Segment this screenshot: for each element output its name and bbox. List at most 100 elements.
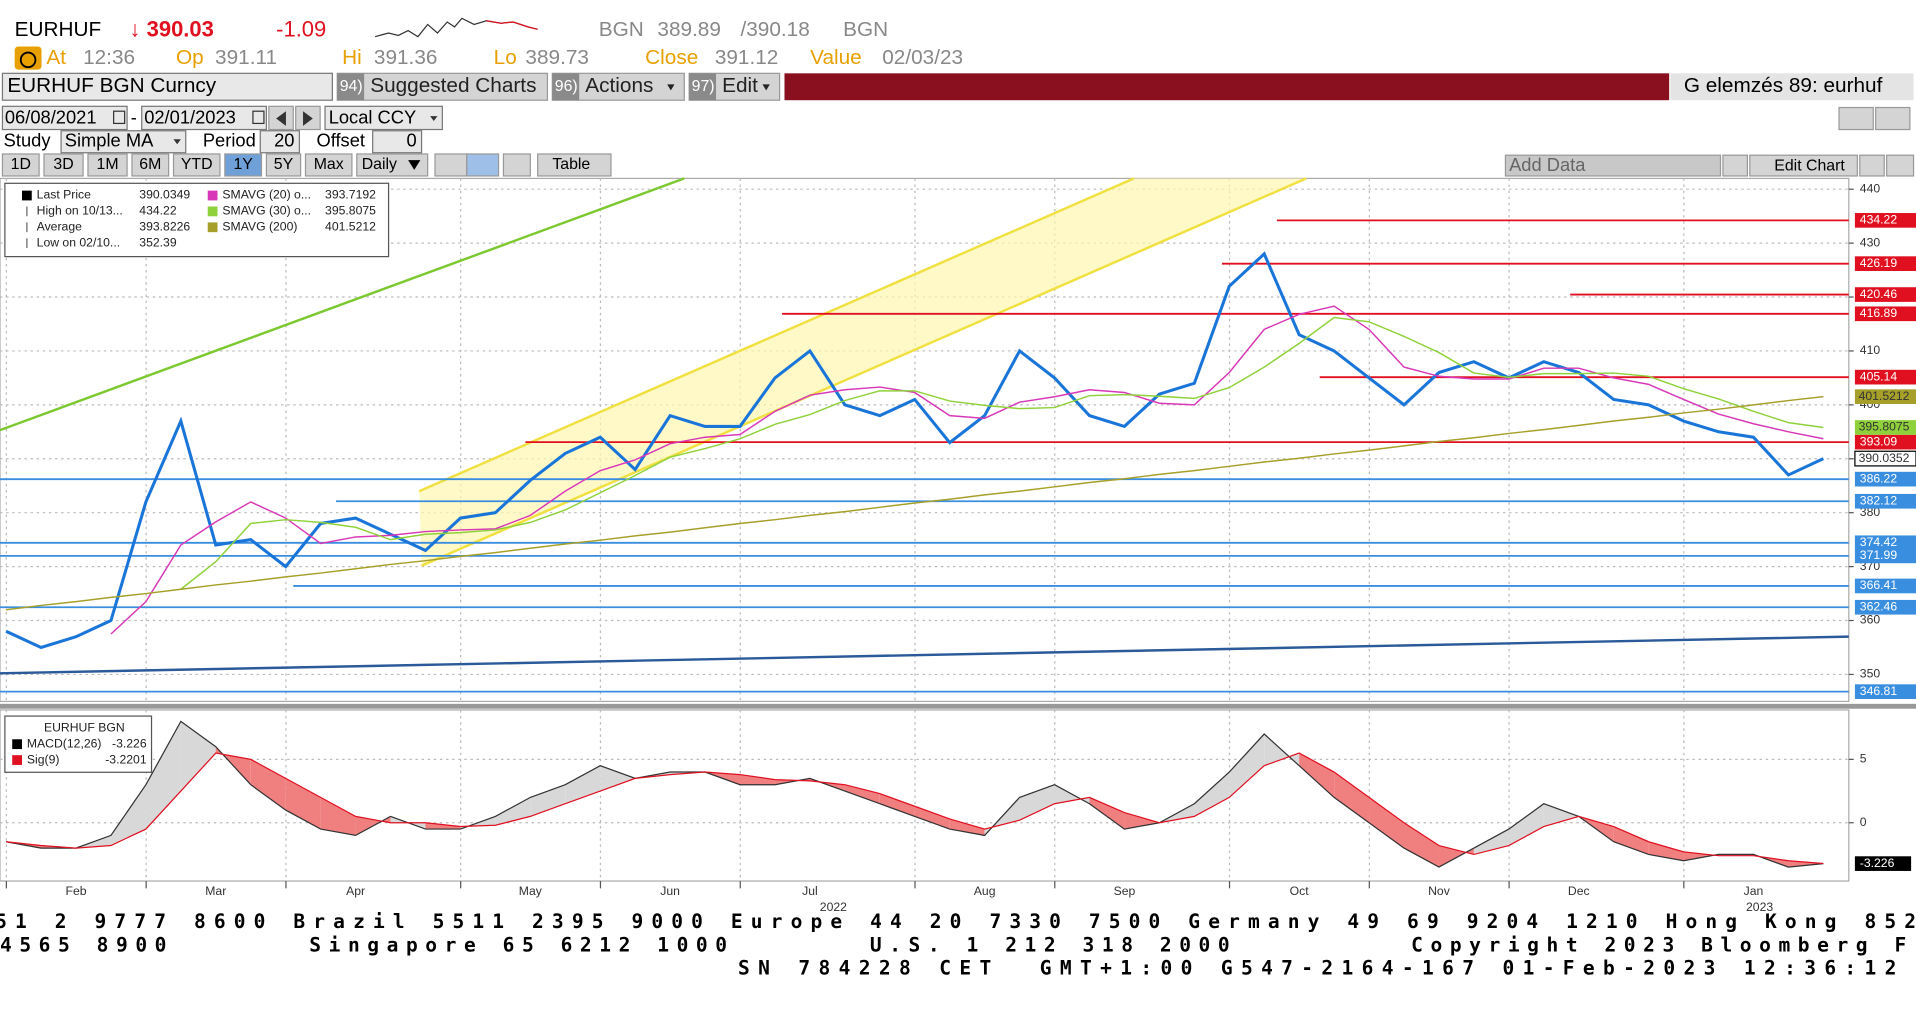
y-tick-label: 0 xyxy=(1860,815,1867,829)
quote-value: 12:36 xyxy=(83,46,135,69)
x-tick-label: Aug xyxy=(974,884,996,898)
period-button[interactable] xyxy=(304,153,353,177)
period-box[interactable] xyxy=(259,130,300,154)
x-tick-label: Mar xyxy=(205,884,226,898)
x-tick-label: Oct xyxy=(1290,884,1310,898)
macd-fill xyxy=(425,822,461,830)
security-box[interactable] xyxy=(1,72,333,101)
macd-legend xyxy=(4,715,153,773)
legend-label: Last Price xyxy=(37,188,91,202)
period-button[interactable] xyxy=(265,153,302,177)
macd-fill xyxy=(1299,753,1335,798)
settings-icon[interactable] xyxy=(1859,154,1885,177)
macd-fill xyxy=(1334,772,1370,823)
bar-icon[interactable] xyxy=(466,153,500,177)
offset-box[interactable] xyxy=(372,130,423,154)
level-label-bg xyxy=(1854,434,1916,450)
x-tick-label: Dec xyxy=(1568,884,1590,898)
start-date-box[interactable] xyxy=(1,105,128,131)
quote-label: Value xyxy=(810,46,862,69)
dropdown-arrow xyxy=(430,116,438,121)
series-line xyxy=(6,720,1824,868)
x-tick-label: Jul xyxy=(802,884,818,898)
level-label-bg xyxy=(1854,471,1916,487)
level-label: 382.12 xyxy=(1860,493,1898,507)
end-date-box[interactable] xyxy=(141,105,267,131)
legend-swatch xyxy=(21,190,32,201)
frequency-box[interactable] xyxy=(356,153,429,177)
more-icon[interactable] xyxy=(502,153,531,177)
macd-fill xyxy=(565,765,601,804)
y-tick-label: 360 xyxy=(1860,613,1881,627)
add-data-box[interactable] xyxy=(1504,154,1722,177)
period-button[interactable] xyxy=(172,153,221,177)
prev-arrow xyxy=(276,111,286,126)
dropdown-arrow xyxy=(762,84,770,91)
currency-box[interactable] xyxy=(324,105,443,131)
legend-value: 434.22 xyxy=(139,204,177,218)
add-data: Add Data xyxy=(1509,154,1586,175)
study-box[interactable] xyxy=(60,130,187,154)
macd-fill xyxy=(1683,851,1719,861)
legend-value: 352.39 xyxy=(139,235,177,249)
menu-number: 94) xyxy=(340,78,363,95)
clock-icon xyxy=(14,46,42,70)
legend-swatch xyxy=(12,739,22,750)
x-tick-label: Jun xyxy=(660,884,680,898)
period-button[interactable] xyxy=(87,153,128,177)
y-tick-label: 430 xyxy=(1860,235,1881,249)
security: EURHUF BGN Curncy xyxy=(7,74,216,97)
undo-button[interactable] xyxy=(1838,106,1874,131)
line-icon[interactable] xyxy=(434,153,468,177)
price-chart: 350360370380390400410420430440434.22426.… xyxy=(0,181,1916,699)
series-line xyxy=(6,752,1824,865)
calendar-icon[interactable] xyxy=(113,110,126,125)
legend-value: 401.5212 xyxy=(325,220,376,234)
macd-fill xyxy=(1788,860,1824,868)
y-tick-label: 440 xyxy=(1860,181,1881,195)
period-button[interactable] xyxy=(131,153,170,177)
table-button[interactable] xyxy=(537,153,612,177)
menu-label: Edit xyxy=(722,74,758,97)
level-label-bg xyxy=(1854,599,1916,615)
level-label: 362.46 xyxy=(1860,599,1898,613)
quote-value: 391.11 xyxy=(215,46,277,69)
period-label: Period xyxy=(203,130,256,151)
level-label-bg xyxy=(1854,684,1916,699)
menu-number-tag xyxy=(552,73,580,101)
legend-value: 393.7192 xyxy=(325,188,376,202)
level-label-bg xyxy=(1854,306,1916,322)
period-button[interactable] xyxy=(43,153,84,177)
last-value-bg xyxy=(1854,420,1916,435)
calendar-icon[interactable] xyxy=(252,110,265,125)
macd-fill xyxy=(1019,784,1055,821)
last-value-label: 395.8075 xyxy=(1859,420,1910,434)
macd-chart: 0 5 -3.226 xyxy=(0,709,1912,882)
x-tick-label: Apr xyxy=(346,884,365,898)
collapse-icon[interactable] xyxy=(1722,154,1748,177)
macd-fill xyxy=(1369,797,1405,849)
redo-button[interactable] xyxy=(1875,106,1911,131)
menu-number: 97) xyxy=(692,78,715,95)
quote-value: 02/03/23 xyxy=(882,46,963,69)
edit-chart-button[interactable] xyxy=(1749,154,1858,177)
macd-fill xyxy=(110,784,146,846)
gear-icon[interactable] xyxy=(1886,154,1915,177)
level-label-bg xyxy=(1854,287,1916,302)
level-label-bg xyxy=(1854,535,1916,551)
banner-band xyxy=(784,73,1670,101)
menu-label: Actions xyxy=(585,74,653,97)
price-panel xyxy=(0,177,1850,703)
channel-upper xyxy=(418,177,1135,493)
clock-face xyxy=(19,51,37,69)
legend-label: SMAVG (30) o... xyxy=(222,204,311,218)
quote-label: At xyxy=(46,46,66,69)
banner: G elemzés 89: eurhuf xyxy=(1684,74,1883,97)
period-button[interactable] xyxy=(224,153,263,177)
period-button[interactable] xyxy=(1,153,40,177)
series-line xyxy=(5,251,1825,650)
x-tick-label: May xyxy=(519,884,543,898)
level-label: 416.89 xyxy=(1860,306,1898,320)
legend-swatch xyxy=(12,755,22,765)
legend-value: 390.0349 xyxy=(139,188,190,202)
